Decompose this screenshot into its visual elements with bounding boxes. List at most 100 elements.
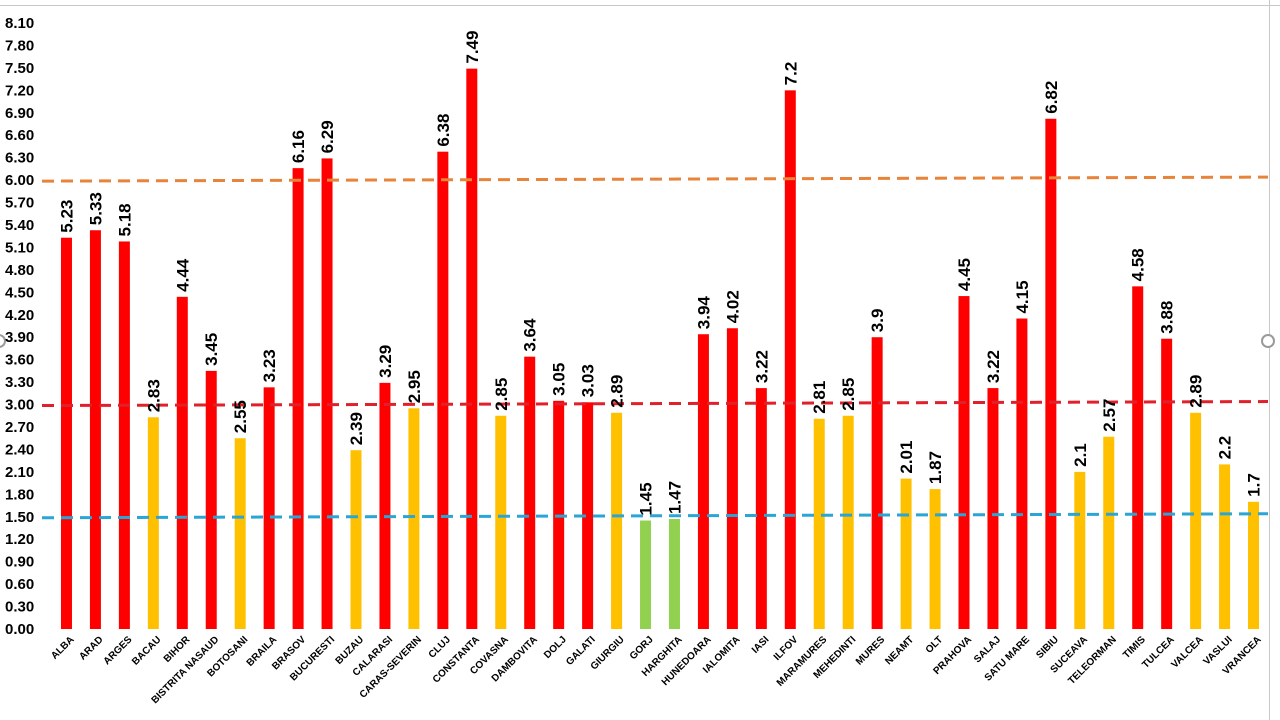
- category-label: OLT: [924, 634, 945, 655]
- data-label: 2.85: [839, 378, 858, 411]
- bar: [379, 383, 390, 629]
- category-label: DOLJ: [542, 634, 569, 661]
- y-tick-label: 5.10: [5, 239, 34, 256]
- bar: [987, 388, 998, 629]
- y-tick-label: 4.80: [5, 262, 34, 279]
- data-label: 3.88: [1158, 301, 1177, 334]
- data-label: 3.45: [202, 333, 221, 366]
- data-label: 6.29: [318, 120, 337, 153]
- data-label: 6.16: [289, 130, 308, 163]
- data-label: 2.57: [1100, 399, 1119, 432]
- category-label: SIBIU: [1034, 634, 1061, 661]
- bar: [1190, 413, 1201, 629]
- bar: [669, 519, 680, 629]
- bar: [119, 241, 130, 629]
- data-label: 1.47: [665, 481, 684, 514]
- data-label: 1.45: [637, 482, 656, 515]
- bar: [1074, 472, 1085, 629]
- data-label: 4.44: [173, 258, 192, 292]
- bar: [524, 357, 535, 629]
- data-label: 6.38: [434, 114, 453, 147]
- bar: [1016, 319, 1027, 629]
- bar: [959, 296, 970, 629]
- y-tick-label: 7.20: [5, 82, 34, 99]
- category-label: MARAMURES: [775, 634, 830, 689]
- data-label: 4.45: [955, 258, 974, 291]
- category-label: GORJ: [628, 634, 656, 662]
- y-tick-label: 2.70: [5, 419, 34, 436]
- y-tick-label: 2.10: [5, 464, 34, 481]
- bar: [206, 371, 217, 629]
- y-tick-label: 0.60: [5, 576, 34, 593]
- category-label: ARGES: [102, 634, 135, 667]
- bar: [264, 387, 275, 629]
- y-tick-label: 3.30: [5, 374, 34, 391]
- data-label: 2.1: [1071, 443, 1090, 467]
- y-tick-label: 7.50: [5, 60, 34, 77]
- data-label: 2.95: [405, 370, 424, 403]
- bar: [1103, 437, 1114, 629]
- bar: [698, 334, 709, 629]
- data-label: 2.01: [897, 441, 916, 474]
- y-tick-label: 1.80: [5, 486, 34, 503]
- data-label: 7.2: [781, 62, 800, 86]
- bar: [1219, 464, 1230, 629]
- y-tick-label: 4.20: [5, 307, 34, 324]
- chart-svg: 0.000.300.600.901.201.501.802.102.402.70…: [0, 0, 1280, 720]
- bar: [872, 337, 883, 629]
- y-tick-label: 0.30: [5, 599, 34, 616]
- y-tick-label: 6.90: [5, 105, 34, 122]
- data-label: 4.02: [723, 290, 742, 323]
- bar: [90, 230, 101, 629]
- bar: [1161, 339, 1172, 629]
- data-label: 3.29: [376, 345, 395, 378]
- bar: [61, 238, 72, 629]
- bar: [1248, 502, 1259, 629]
- bar: [1132, 286, 1143, 629]
- bar: [322, 158, 333, 629]
- bar: [148, 417, 159, 629]
- data-label: 3.94: [694, 296, 713, 330]
- data-label: 2.89: [1187, 375, 1206, 408]
- bar: [727, 328, 738, 629]
- bar: [843, 416, 854, 629]
- data-label: 2.85: [492, 378, 511, 411]
- y-tick-label: 1.50: [5, 509, 34, 526]
- bar: [756, 388, 767, 629]
- data-label: 2.81: [810, 381, 829, 414]
- y-tick-label: 3.90: [5, 329, 34, 346]
- y-tick-label: 7.80: [5, 37, 34, 54]
- y-tick-label: 3.00: [5, 397, 34, 414]
- y-tick-label: 5.40: [5, 217, 34, 234]
- category-label: BACAU: [130, 634, 163, 667]
- data-label: 1.87: [926, 451, 945, 484]
- bar: [466, 69, 477, 629]
- data-label: 6.82: [1042, 81, 1061, 114]
- y-tick-label: 3.60: [5, 352, 34, 369]
- data-label: 2.83: [144, 379, 163, 412]
- y-tick-label: 4.50: [5, 284, 34, 301]
- data-label: 2.89: [608, 375, 627, 408]
- threshold-line-high: [42, 177, 1268, 181]
- category-label: IASI: [750, 634, 772, 656]
- y-tick-label: 0.90: [5, 554, 34, 571]
- bar: [351, 450, 362, 629]
- data-label: 4.15: [1013, 280, 1032, 313]
- data-label: 7.49: [463, 31, 482, 64]
- bar: [495, 416, 506, 629]
- y-tick-label: 2.40: [5, 441, 34, 458]
- data-label: 3.03: [579, 364, 598, 397]
- data-label: 1.7: [1245, 473, 1264, 497]
- category-label: TIMIS: [1121, 634, 1148, 661]
- data-label: 2.2: [1216, 436, 1235, 460]
- y-tick-label: 6.60: [5, 127, 34, 144]
- data-label: 3.23: [260, 349, 279, 382]
- data-label: 5.33: [86, 192, 105, 225]
- category-label: MURES: [854, 634, 888, 668]
- bar: [177, 297, 188, 629]
- category-label: CLUJ: [427, 634, 453, 660]
- bar: [611, 413, 622, 629]
- y-tick-label: 6.30: [5, 150, 34, 167]
- bar: [1045, 119, 1056, 629]
- data-label: 5.18: [115, 203, 134, 236]
